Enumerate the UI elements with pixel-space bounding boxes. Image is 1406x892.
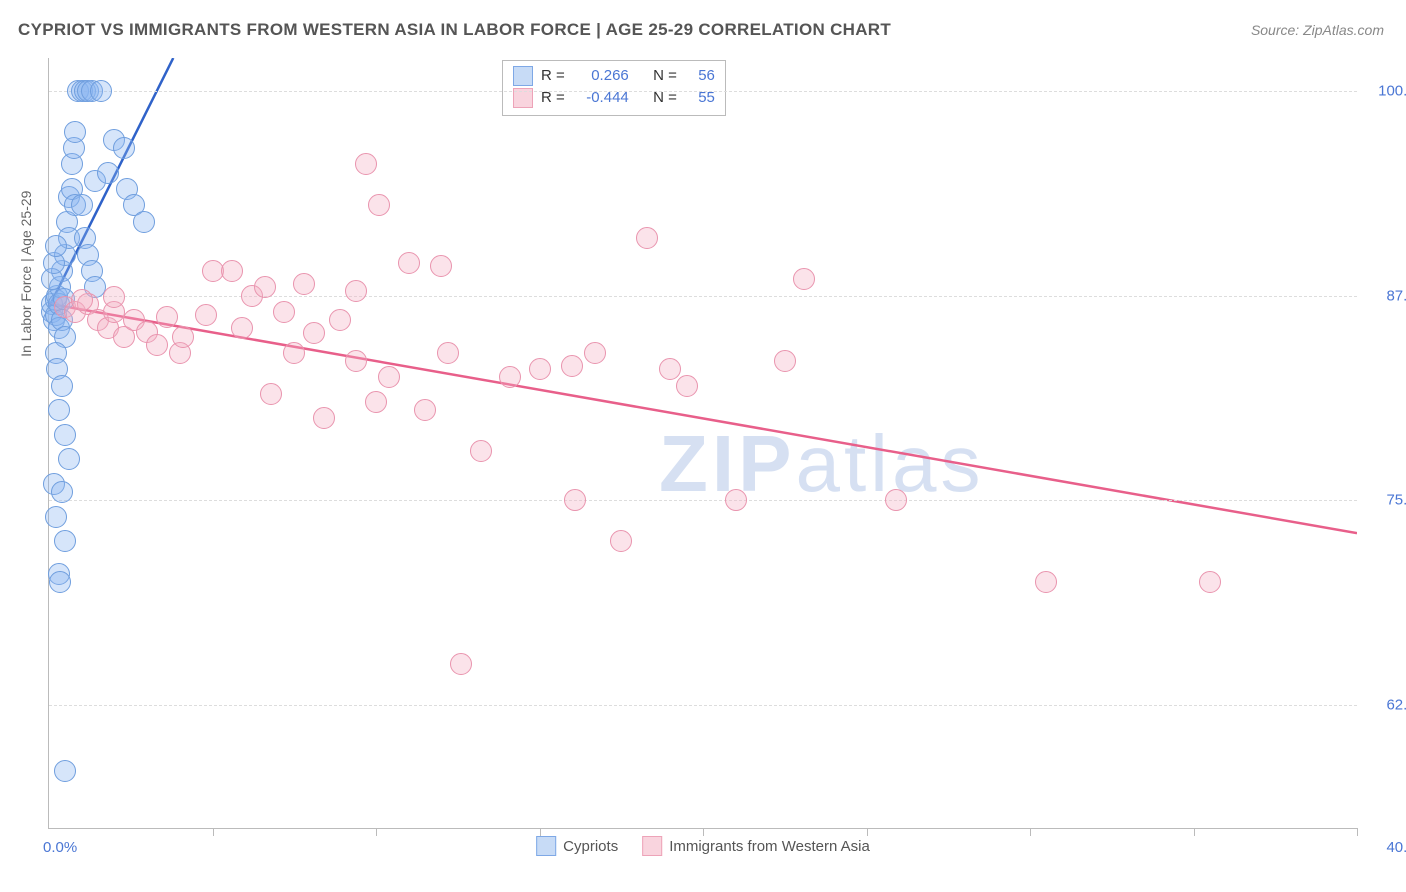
scatter-point-immigrants_western_asia bbox=[676, 375, 698, 397]
x-tick bbox=[1357, 828, 1358, 836]
scatter-point-cypriots bbox=[90, 80, 112, 102]
y-tick-label: 87.5% bbox=[1386, 287, 1406, 304]
y-tick-label: 100.0% bbox=[1378, 82, 1406, 99]
scatter-point-immigrants_western_asia bbox=[885, 489, 907, 511]
scatter-point-immigrants_western_asia bbox=[172, 326, 194, 348]
scatter-point-immigrants_western_asia bbox=[329, 309, 351, 331]
scatter-point-immigrants_western_asia bbox=[260, 383, 282, 405]
series-legend: Cypriots Immigrants from Western Asia bbox=[536, 836, 870, 856]
scatter-point-immigrants_western_asia bbox=[146, 334, 168, 356]
source-attribution: Source: ZipAtlas.com bbox=[1251, 22, 1384, 38]
scatter-point-immigrants_western_asia bbox=[636, 227, 658, 249]
scatter-point-cypriots bbox=[51, 375, 73, 397]
legend-swatch bbox=[642, 836, 662, 856]
legend-item: Cypriots bbox=[536, 836, 618, 856]
scatter-point-immigrants_western_asia bbox=[529, 358, 551, 380]
scatter-point-immigrants_western_asia bbox=[725, 489, 747, 511]
gridline-horizontal bbox=[49, 500, 1357, 501]
scatter-point-cypriots bbox=[58, 448, 80, 470]
scatter-point-immigrants_western_asia bbox=[303, 322, 325, 344]
scatter-point-immigrants_western_asia bbox=[231, 317, 253, 339]
scatter-point-cypriots bbox=[71, 194, 93, 216]
scatter-point-immigrants_western_asia bbox=[368, 194, 390, 216]
gridline-horizontal bbox=[49, 91, 1357, 92]
watermark: ZIPatlas bbox=[659, 418, 984, 510]
legend-swatch bbox=[513, 66, 533, 86]
scatter-point-cypriots bbox=[45, 506, 67, 528]
scatter-point-immigrants_western_asia bbox=[1035, 571, 1057, 593]
scatter-point-cypriots bbox=[97, 162, 119, 184]
scatter-point-cypriots bbox=[49, 571, 71, 593]
scatter-point-immigrants_western_asia bbox=[195, 304, 217, 326]
scatter-point-immigrants_western_asia bbox=[793, 268, 815, 290]
plot-area: ZIPatlas R =0.266 N =56R =-0.444 N =55 0… bbox=[48, 58, 1357, 829]
scatter-point-immigrants_western_asia bbox=[499, 366, 521, 388]
scatter-point-immigrants_western_asia bbox=[293, 273, 315, 295]
x-tick bbox=[703, 828, 704, 836]
scatter-point-immigrants_western_asia bbox=[355, 153, 377, 175]
x-tick bbox=[1194, 828, 1195, 836]
y-tick-label: 62.5% bbox=[1386, 697, 1406, 714]
legend-item: Immigrants from Western Asia bbox=[642, 836, 870, 856]
scatter-point-immigrants_western_asia bbox=[378, 366, 400, 388]
r-value: 0.266 bbox=[573, 65, 629, 87]
scatter-point-cypriots bbox=[48, 399, 70, 421]
x-tick bbox=[213, 828, 214, 836]
x-tick bbox=[376, 828, 377, 836]
scatter-point-immigrants_western_asia bbox=[221, 260, 243, 282]
scatter-point-cypriots bbox=[54, 760, 76, 782]
scatter-point-immigrants_western_asia bbox=[561, 355, 583, 377]
scatter-point-immigrants_western_asia bbox=[564, 489, 586, 511]
n-label: N = bbox=[653, 65, 677, 87]
legend-swatch bbox=[536, 836, 556, 856]
r-label: R = bbox=[541, 65, 565, 87]
scatter-point-cypriots bbox=[45, 235, 67, 257]
scatter-point-cypriots bbox=[51, 481, 73, 503]
scatter-point-immigrants_western_asia bbox=[430, 255, 452, 277]
scatter-point-immigrants_western_asia bbox=[365, 391, 387, 413]
scatter-point-cypriots bbox=[54, 424, 76, 446]
scatter-point-immigrants_western_asia bbox=[610, 530, 632, 552]
scatter-point-immigrants_western_asia bbox=[470, 440, 492, 462]
legend-label: Cypriots bbox=[563, 838, 618, 855]
scatter-point-immigrants_western_asia bbox=[313, 407, 335, 429]
legend-label: Immigrants from Western Asia bbox=[669, 838, 870, 855]
scatter-point-cypriots bbox=[133, 211, 155, 233]
x-tick bbox=[540, 828, 541, 836]
scatter-point-immigrants_western_asia bbox=[156, 306, 178, 328]
y-tick-label: 75.0% bbox=[1386, 492, 1406, 509]
chart-title: CYPRIOT VS IMMIGRANTS FROM WESTERN ASIA … bbox=[18, 20, 891, 40]
scatter-point-cypriots bbox=[54, 530, 76, 552]
x-axis-min-label: 0.0% bbox=[43, 839, 77, 856]
scatter-point-immigrants_western_asia bbox=[774, 350, 796, 372]
scatter-point-immigrants_western_asia bbox=[437, 342, 459, 364]
correlation-legend: R =0.266 N =56R =-0.444 N =55 bbox=[502, 60, 726, 116]
x-tick bbox=[1030, 828, 1031, 836]
scatter-point-immigrants_western_asia bbox=[71, 289, 93, 311]
scatter-point-cypriots bbox=[64, 121, 86, 143]
scatter-point-immigrants_western_asia bbox=[584, 342, 606, 364]
scatter-point-immigrants_western_asia bbox=[1199, 571, 1221, 593]
scatter-point-immigrants_western_asia bbox=[254, 276, 276, 298]
scatter-point-immigrants_western_asia bbox=[450, 653, 472, 675]
correlation-legend-row: R = 0.266 N = 56 bbox=[513, 65, 715, 87]
scatter-point-immigrants_western_asia bbox=[345, 350, 367, 372]
x-axis-max-label: 40.0% bbox=[1386, 839, 1406, 856]
trend-lines-layer bbox=[49, 58, 1357, 828]
x-tick bbox=[867, 828, 868, 836]
scatter-point-immigrants_western_asia bbox=[283, 342, 305, 364]
scatter-point-immigrants_western_asia bbox=[398, 252, 420, 274]
n-value: 56 bbox=[685, 65, 715, 87]
scatter-point-immigrants_western_asia bbox=[345, 280, 367, 302]
scatter-point-cypriots bbox=[113, 137, 135, 159]
scatter-point-immigrants_western_asia bbox=[273, 301, 295, 323]
scatter-point-immigrants_western_asia bbox=[414, 399, 436, 421]
gridline-horizontal bbox=[49, 705, 1357, 706]
y-axis-label: In Labor Force | Age 25-29 bbox=[18, 191, 34, 357]
scatter-point-immigrants_western_asia bbox=[103, 286, 125, 308]
